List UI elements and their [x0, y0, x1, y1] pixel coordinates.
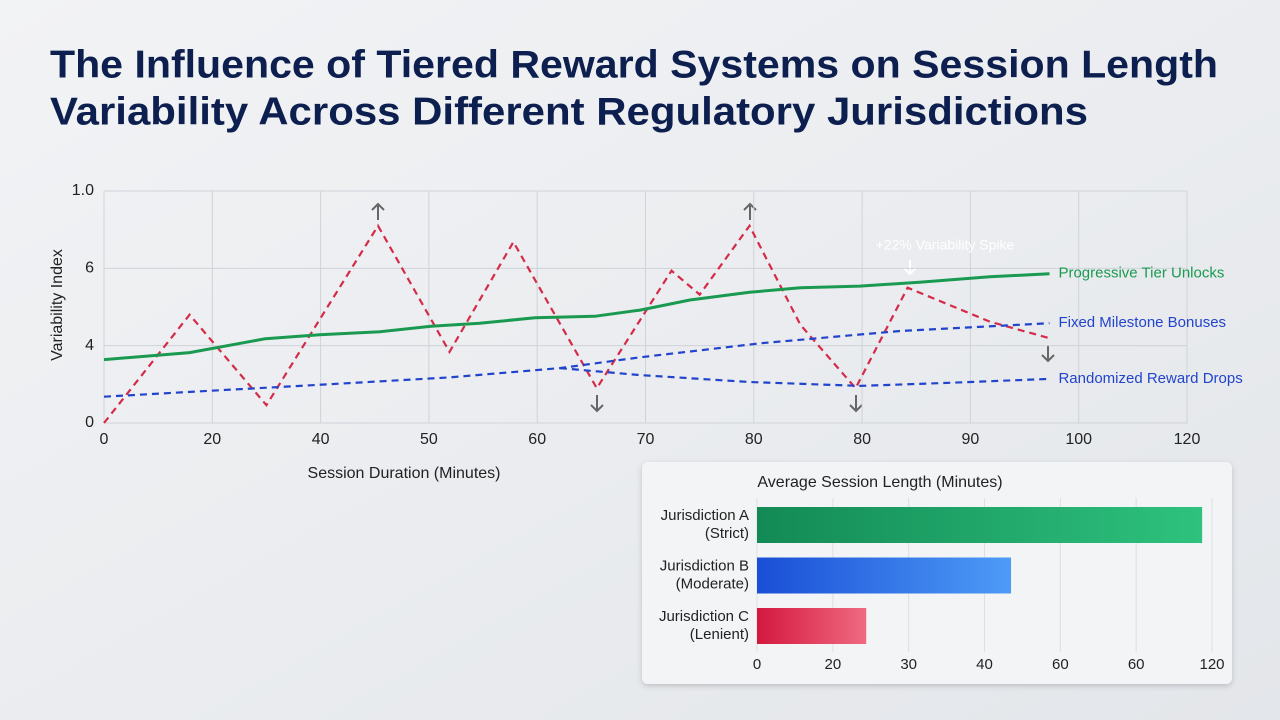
category-label: (Strict) — [705, 525, 749, 542]
x-tick-label: 60 — [528, 431, 546, 448]
x-axis-label: Session Duration (Minutes) — [308, 465, 501, 482]
x-tick-label: 60 — [1052, 656, 1069, 673]
legend-label: Randomized Reward Drops — [1058, 370, 1242, 387]
title: Variability Across Different Regulatory … — [50, 90, 1088, 133]
x-tick-label: 0 — [753, 656, 761, 673]
x-tick-label: 40 — [976, 656, 993, 673]
bar — [757, 608, 867, 644]
bar — [757, 557, 1012, 594]
x-tick-label: 60 — [1128, 656, 1145, 673]
y-tick-label: 0 — [85, 414, 94, 431]
x-tick-label: 100 — [1065, 431, 1092, 448]
legend-label: Fixed Milestone Bonuses — [1058, 314, 1226, 331]
category-label: Jurisdiction B — [660, 557, 749, 574]
arrows — [371, 202, 1055, 413]
x-tick-label: 120 — [1174, 431, 1201, 448]
category-label: (Moderate) — [676, 575, 749, 592]
x-tick-label: 70 — [637, 431, 655, 448]
x-tick-label: 80 — [745, 431, 763, 448]
bar — [757, 507, 1203, 543]
category-label: Jurisdiction A — [661, 507, 749, 524]
title: The Influence of Tiered Reward Systems o… — [50, 43, 1218, 86]
x-tick-label: 120 — [1199, 656, 1224, 673]
series-line — [103, 272, 1050, 362]
x-tick-label: 0 — [100, 431, 109, 448]
x-tick-label: 20 — [824, 656, 841, 673]
series-line — [559, 367, 1050, 388]
x-tick-label: 90 — [962, 431, 980, 448]
y-tick-label: 1.0 — [72, 182, 94, 199]
x-tick-label: 80 — [853, 431, 871, 448]
annotation: +22% Variability Spike — [876, 237, 1015, 253]
x-tick-label: 50 — [420, 431, 438, 448]
category-label: (Lenient) — [690, 626, 749, 643]
x-tick-label: 30 — [900, 656, 917, 673]
category-label: Jurisdiction C — [659, 608, 749, 625]
inset-title: Average Session Length (Minutes) — [757, 474, 1002, 491]
y-tick-label: 6 — [85, 260, 94, 277]
y-tick-label: 4 — [85, 337, 94, 354]
y-axis-label: Variability Index — [49, 249, 66, 361]
series-line — [103, 223, 1049, 424]
x-tick-label: 20 — [203, 431, 221, 448]
legend-label: Progressive Tier Unlocks — [1058, 265, 1224, 282]
x-tick-label: 40 — [312, 431, 330, 448]
